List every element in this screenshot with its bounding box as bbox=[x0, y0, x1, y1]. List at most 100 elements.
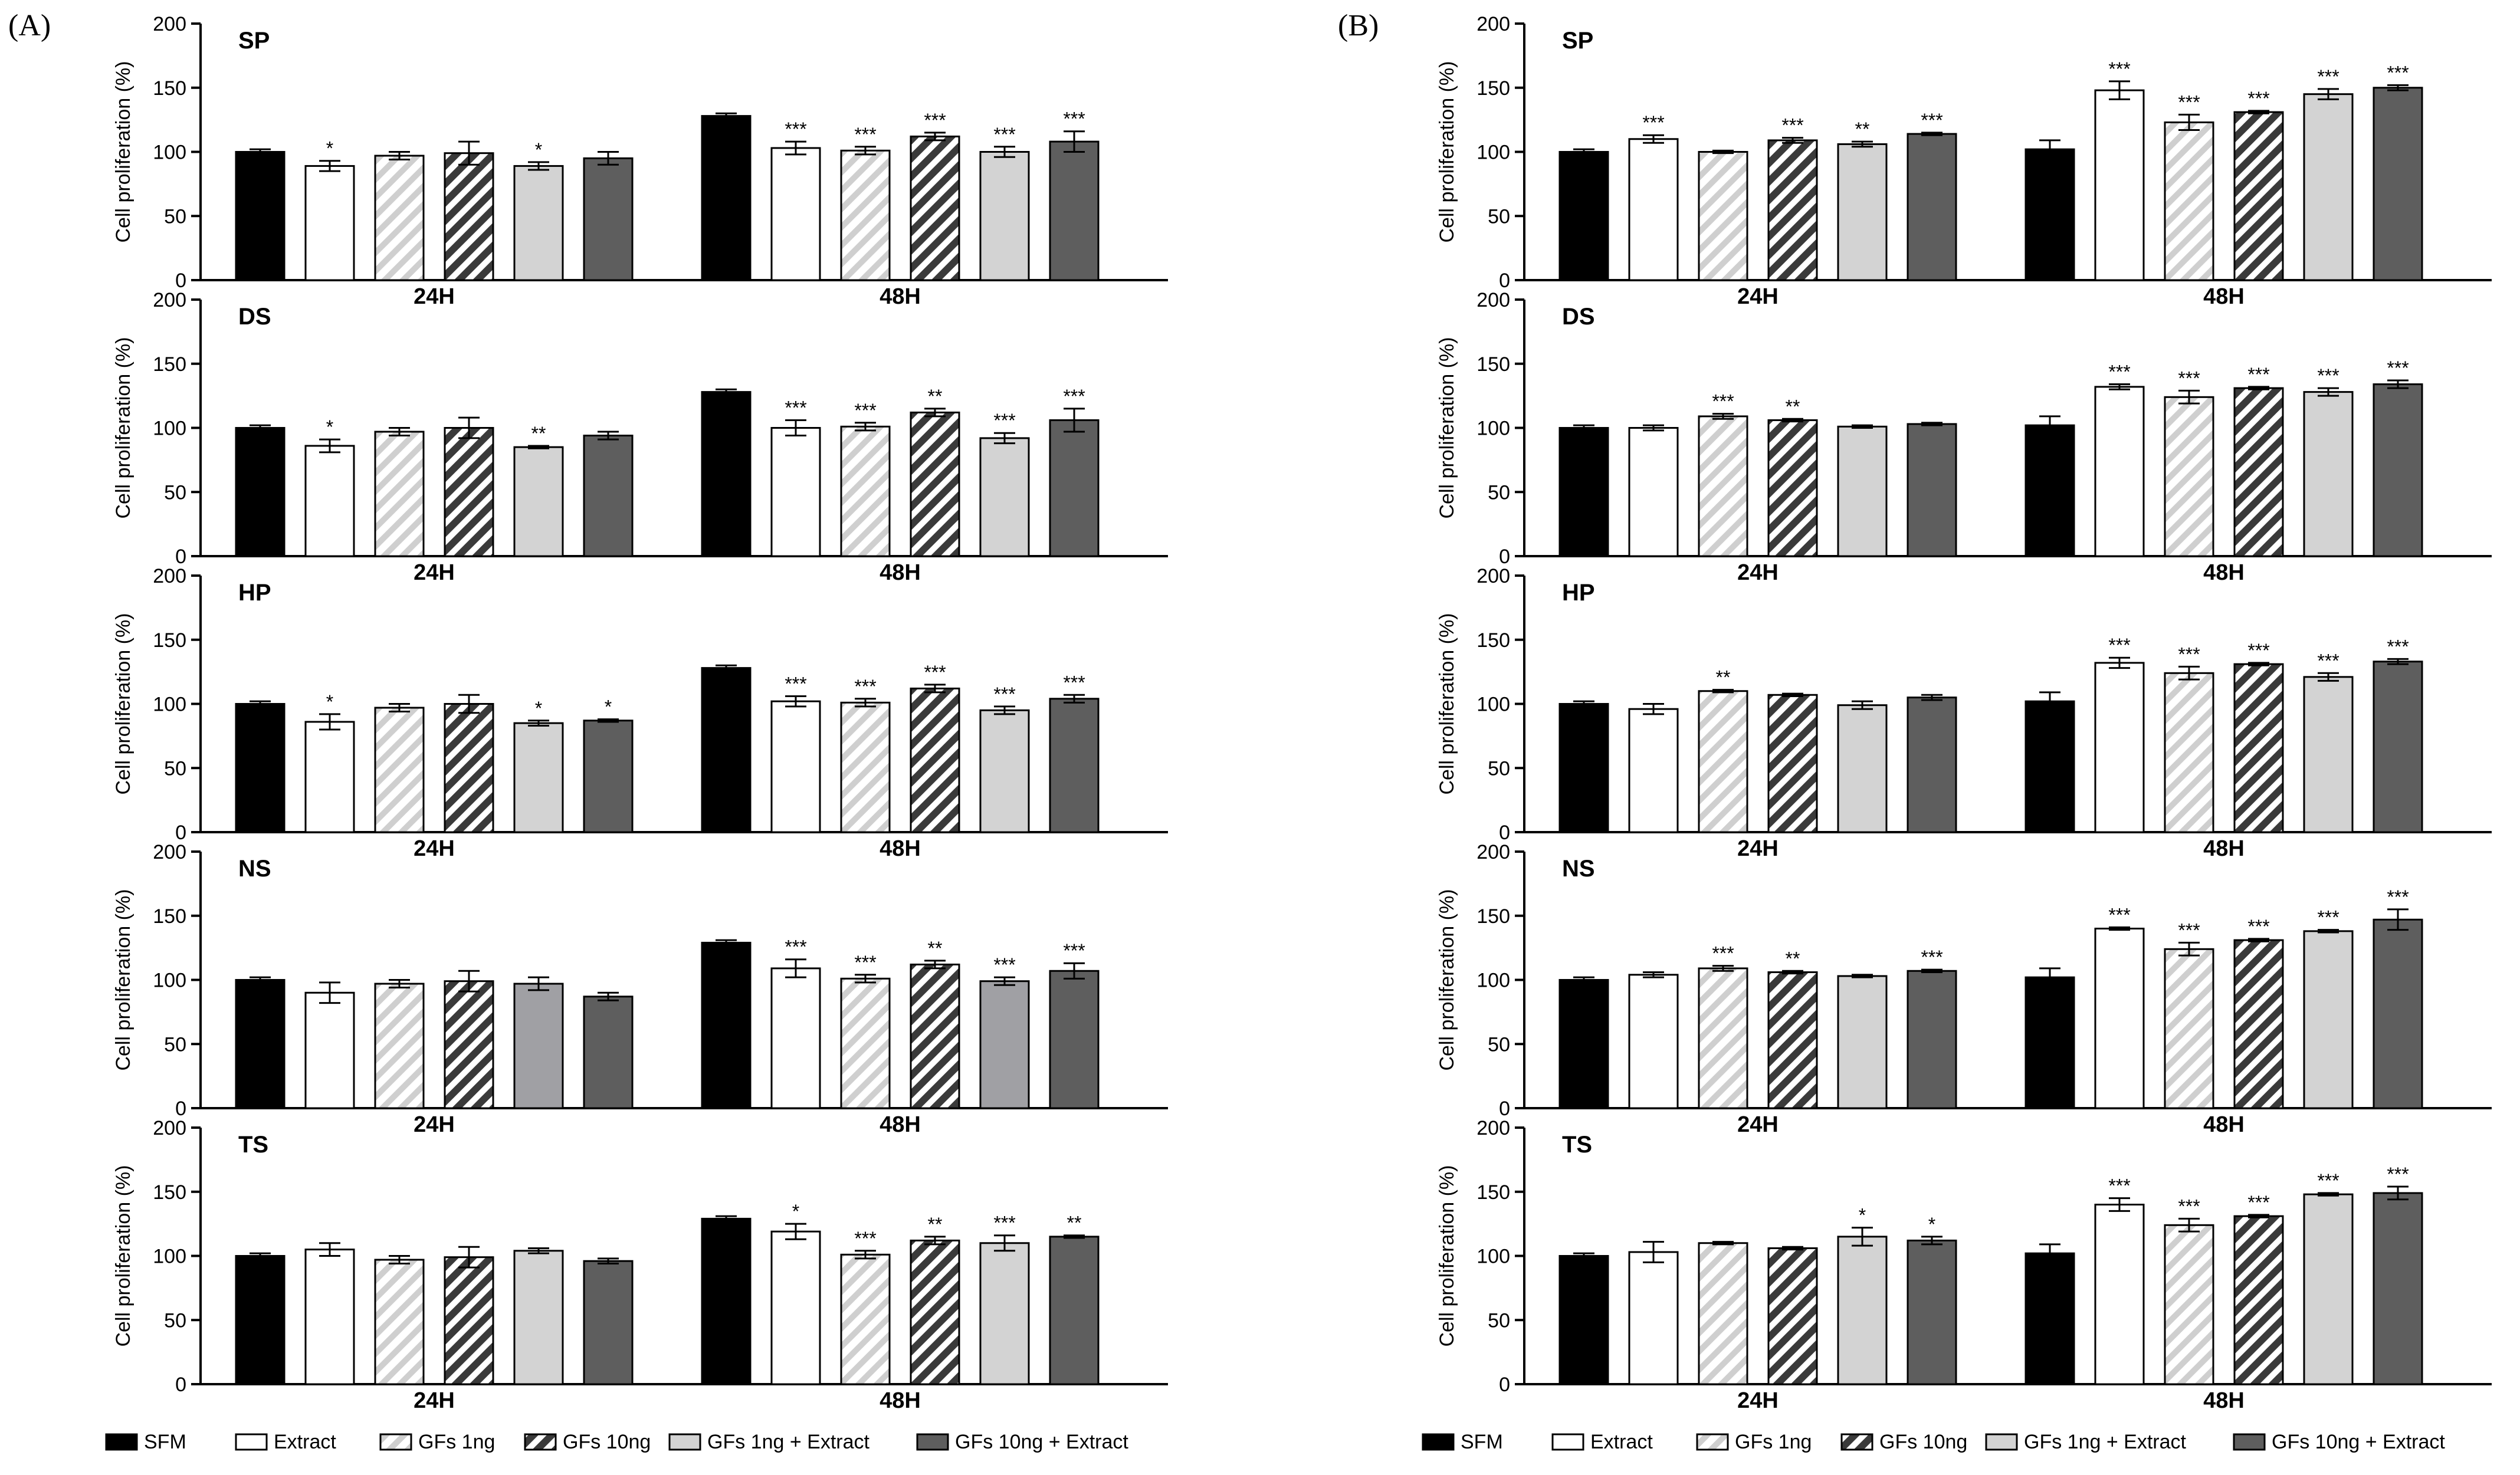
bar bbox=[444, 427, 494, 557]
y-tick-label: 200 bbox=[1476, 565, 1510, 587]
bar bbox=[235, 427, 286, 557]
bar bbox=[1698, 151, 1748, 281]
bar bbox=[840, 149, 891, 281]
significance-label: *** bbox=[2178, 919, 2200, 941]
significance-label: * bbox=[1928, 1214, 1935, 1235]
y-tick-label: 50 bbox=[1488, 1309, 1510, 1332]
significance-label: *** bbox=[2387, 1164, 2409, 1185]
bar bbox=[513, 722, 564, 833]
legend-label: SFM bbox=[1461, 1431, 1503, 1453]
bar bbox=[2303, 930, 2354, 1109]
bar bbox=[1767, 694, 1818, 833]
legend-swatch bbox=[1985, 1433, 2018, 1451]
bar bbox=[1698, 1242, 1748, 1385]
y-axis-label: Cell proliferation (%) bbox=[1436, 61, 1458, 243]
bar bbox=[910, 411, 960, 557]
y-tick-label: 50 bbox=[164, 1033, 186, 1056]
significance-label: *** bbox=[924, 110, 946, 131]
y-tick-label: 100 bbox=[153, 970, 186, 992]
significance-label: *** bbox=[785, 673, 806, 694]
significance-label: *** bbox=[2108, 904, 2130, 925]
subplot-label: TS bbox=[238, 1132, 268, 1158]
bar bbox=[2233, 1215, 2284, 1385]
y-tick-label: 200 bbox=[153, 565, 186, 587]
y-tick-label: 0 bbox=[1499, 270, 1510, 292]
panel-label-a: (A) bbox=[8, 9, 51, 42]
subplot-b-hp: 0 50 100 150 200 Cell proliferation (%) HP ** 24… bbox=[1436, 565, 2492, 861]
category-label: 48H bbox=[2203, 1388, 2245, 1413]
significance-label: *** bbox=[1781, 115, 1803, 136]
bar bbox=[1907, 970, 1957, 1109]
bar bbox=[1628, 974, 1679, 1109]
significance-label: *** bbox=[854, 400, 876, 421]
subplot-label: DS bbox=[1562, 304, 1595, 330]
significance-label: *** bbox=[1063, 109, 1085, 130]
bar bbox=[2373, 661, 2423, 833]
legend-label: Extract bbox=[274, 1431, 336, 1453]
significance-label: ** bbox=[1067, 1213, 1082, 1234]
y-tick-label: 0 bbox=[1499, 546, 1510, 568]
subplot-label: HP bbox=[238, 580, 271, 606]
subplot-a-sp: 0 50 100 150 200 Cell proliferation (%) SP * * 24… bbox=[112, 13, 1168, 309]
subplot-label: SP bbox=[1562, 28, 1593, 54]
significance-label: *** bbox=[993, 124, 1015, 145]
y-tick-label: 150 bbox=[1476, 629, 1510, 652]
bar bbox=[1558, 703, 1609, 833]
category-label: 48H bbox=[880, 836, 921, 861]
bar bbox=[2024, 424, 2075, 557]
legend-swatch bbox=[916, 1433, 949, 1451]
legend-swatch bbox=[2233, 1433, 2266, 1451]
y-tick-label: 150 bbox=[153, 1181, 186, 1204]
significance-label: *** bbox=[993, 1213, 1015, 1234]
significance-label: *** bbox=[2247, 916, 2269, 937]
category-label: 24H bbox=[414, 836, 455, 861]
legend-label: GFs 1ng bbox=[1735, 1431, 1812, 1453]
y-tick-label: 50 bbox=[164, 757, 186, 780]
bar bbox=[979, 437, 1030, 557]
y-tick-label: 200 bbox=[153, 13, 186, 35]
legend-label: GFs 1ng + Extract bbox=[2024, 1431, 2186, 1453]
bar bbox=[374, 431, 425, 557]
bar bbox=[513, 165, 564, 281]
category-label: 24H bbox=[1737, 284, 1779, 309]
significance-label: *** bbox=[2247, 88, 2269, 109]
bar bbox=[2164, 121, 2214, 281]
category-label: 24H bbox=[1737, 836, 1779, 861]
significance-label: * bbox=[326, 138, 333, 159]
bar bbox=[513, 1250, 564, 1385]
significance-label: ** bbox=[928, 1214, 943, 1235]
y-axis-label: Cell proliferation (%) bbox=[112, 61, 134, 243]
bar bbox=[1558, 427, 1609, 557]
bar bbox=[910, 1239, 960, 1385]
category-label: 24H bbox=[414, 560, 455, 585]
bar bbox=[2233, 663, 2284, 833]
significance-label: *** bbox=[2387, 357, 2409, 379]
y-tick-label: 0 bbox=[175, 1098, 186, 1120]
bar bbox=[2373, 1192, 2423, 1385]
significance-label: *** bbox=[854, 124, 876, 145]
bar bbox=[1907, 133, 1957, 281]
y-tick-label: 100 bbox=[1476, 970, 1510, 992]
significance-label: ** bbox=[1786, 948, 1800, 969]
y-tick-label: 50 bbox=[1488, 1033, 1510, 1056]
bar bbox=[1837, 425, 1888, 557]
subplot-label: HP bbox=[1562, 580, 1595, 606]
y-tick-label: 100 bbox=[153, 418, 186, 440]
bar bbox=[1049, 140, 1100, 281]
category-label: 24H bbox=[414, 1112, 455, 1137]
bar bbox=[910, 135, 960, 281]
y-tick-label: 200 bbox=[1476, 13, 1510, 35]
bar bbox=[304, 1249, 355, 1385]
bar bbox=[2373, 918, 2423, 1109]
legend-swatch bbox=[1422, 1433, 1455, 1451]
legend-label: SFM bbox=[144, 1431, 186, 1453]
y-tick-label: 100 bbox=[153, 1246, 186, 1268]
category-label: 48H bbox=[880, 284, 921, 309]
y-tick-label: 0 bbox=[175, 822, 186, 844]
bar bbox=[444, 1256, 494, 1385]
significance-label: *** bbox=[2108, 635, 2130, 656]
bar bbox=[513, 446, 564, 557]
